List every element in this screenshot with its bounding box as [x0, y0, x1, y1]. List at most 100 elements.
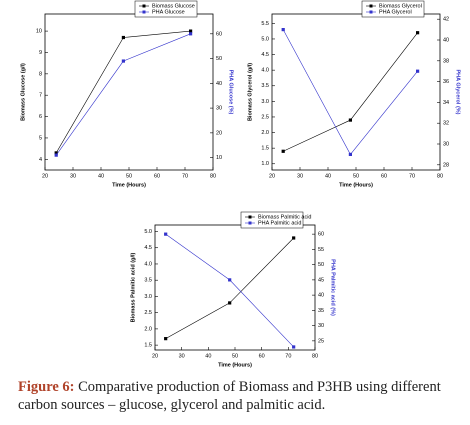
legend-label: PHA Palmitic acid	[258, 220, 301, 226]
series-line	[282, 29, 418, 155]
data-point	[348, 152, 352, 156]
y-tick-label: 2.5	[144, 310, 152, 316]
y-tick-label: 8	[39, 71, 42, 77]
caption-label: Figure 6:	[18, 379, 75, 395]
y2-tick-label: 30	[318, 323, 324, 329]
legend-label: Biomass Glucose	[152, 3, 195, 9]
y-tick-label: 4.5	[144, 245, 152, 251]
data-point	[121, 35, 125, 40]
legend-marker	[248, 215, 252, 219]
y-tick-label: 1.0	[261, 161, 269, 167]
x-tick-label: 30	[70, 173, 76, 179]
x-tick-label: 70	[409, 173, 415, 179]
y2-tick-label: 20	[216, 130, 222, 136]
y-tick-label: 1.5	[261, 146, 269, 152]
data-point	[416, 69, 420, 73]
data-point	[189, 29, 193, 33]
x-tick-label: 50	[353, 173, 359, 179]
data-point	[281, 149, 285, 153]
y2-tick-label: 34	[443, 100, 449, 106]
y-tick-label: 4	[39, 157, 42, 163]
y2-axis-label: PHA Glucose (%)	[228, 70, 234, 115]
y2-axis-label: PHA Glycerol (%)	[455, 69, 461, 114]
y-tick-label: 9	[39, 50, 42, 56]
legend-marker	[248, 221, 252, 225]
data-point	[281, 28, 285, 32]
chart: 20 30 40 50 60 70 80 4 5 6 7 8 9 10 10 20 30 40 50 60 Time (…	[20, 0, 234, 188]
legend-marker	[369, 10, 373, 14]
y-tick-label: 3.5	[261, 83, 269, 89]
y2-tick-label: 50	[216, 56, 222, 62]
x-tick-label: 30	[297, 173, 303, 179]
x-tick-label: 70	[285, 353, 291, 359]
y-tick-label: 2.0	[144, 326, 152, 332]
legend-box	[361, 0, 425, 18]
data-point	[348, 118, 352, 122]
x-tick-label: 60	[259, 353, 265, 359]
x-tick-label: 40	[205, 353, 211, 359]
y-axis-label: Biomass Glycerol (g/l)	[247, 63, 253, 121]
data-point	[189, 32, 193, 36]
x-tick-label: 80	[437, 173, 443, 179]
y-tick-label: 4.5	[261, 52, 269, 58]
y-tick-label: 2.0	[261, 130, 269, 136]
series-line	[55, 33, 191, 156]
y2-tick-label: 40	[318, 293, 324, 299]
x-tick-label: 20	[42, 173, 48, 179]
y2-tick-label: 30	[443, 141, 449, 147]
y-tick-label: 7	[39, 93, 42, 99]
plot-frame	[44, 13, 214, 171]
y2-tick-label: 40	[443, 37, 449, 43]
y2-tick-label: 50	[318, 262, 324, 268]
series-line	[283, 32, 418, 152]
data-point	[164, 337, 168, 341]
legend-marker	[142, 10, 146, 14]
y2-tick-label: 45	[318, 277, 324, 283]
y2-tick-label: 10	[216, 155, 222, 161]
y2-tick-label: 60	[318, 232, 324, 238]
y-tick-label: 5	[39, 135, 42, 141]
legend-marker	[142, 4, 146, 8]
x-axis-label: Time (Hours)	[339, 182, 373, 188]
x-tick-label: 50	[232, 353, 238, 359]
y-tick-label: 5.0	[261, 36, 269, 42]
x-tick-label: 80	[210, 173, 216, 179]
series-line	[165, 233, 294, 348]
y-tick-label: 4.0	[261, 68, 269, 74]
data-point	[292, 345, 296, 349]
data-point	[164, 232, 168, 236]
x-tick-label: 60	[381, 173, 387, 179]
y2-tick-label: 60	[216, 31, 222, 37]
x-tick-label: 40	[98, 173, 104, 179]
data-point	[228, 278, 232, 282]
legend-label: PHA Glucose	[152, 9, 185, 15]
y-tick-label: 1.5	[144, 343, 152, 349]
y-tick-label: 3.0	[144, 294, 152, 300]
legend-marker	[369, 4, 373, 8]
data-point	[54, 153, 58, 157]
y2-tick-label: 32	[443, 121, 449, 127]
y2-axis-label: PHA Palmitic acid (%)	[330, 259, 336, 316]
y-tick-label: 6	[39, 114, 42, 120]
y-axis-label: Biomass Palmitic acid (g/l)	[130, 252, 136, 322]
data-point	[292, 236, 296, 240]
legend-label: Biomass Glycerol	[379, 3, 422, 9]
data-point	[416, 31, 420, 35]
series-line	[55, 30, 191, 154]
legend-box	[134, 0, 198, 18]
x-tick-label: 20	[269, 173, 275, 179]
x-tick-label: 70	[182, 173, 188, 179]
y-tick-label: 3.0	[261, 99, 269, 105]
x-tick-label: 40	[325, 173, 331, 179]
data-point	[54, 151, 58, 155]
legend-label: PHA Glycerol	[379, 9, 412, 15]
legend-box	[240, 211, 304, 229]
y-axis-label: Biomass Glucose (g/l)	[20, 63, 26, 121]
plot-frame	[271, 13, 441, 171]
y-tick-label: 5.5	[261, 21, 269, 27]
y-tick-label: 3.5	[144, 278, 152, 284]
y-tick-label: 5.0	[144, 229, 152, 235]
y2-tick-label: 28	[443, 162, 449, 168]
